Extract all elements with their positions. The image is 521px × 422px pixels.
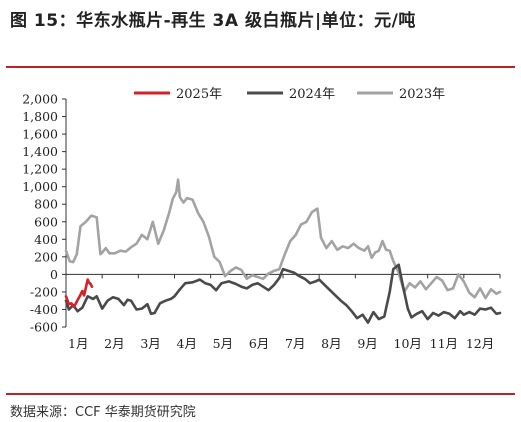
series-group [64, 178, 502, 324]
legend-label: 2024年 [289, 87, 335, 102]
x-tick-label: 9月 [357, 336, 377, 351]
series-line-2023年 [64, 178, 502, 300]
axes-group [62, 98, 501, 328]
x-tick-label: 5月 [213, 336, 233, 351]
x-tick-label: 4月 [177, 336, 197, 351]
legend-label: 2025年 [176, 87, 222, 102]
tick-labels-group: -600 -400 -200 0 200 400 600 800 1,000 1,200 1,400… [22, 92, 494, 352]
y-tick-label: 600 [34, 214, 58, 229]
y-tick-label: 800 [34, 197, 58, 212]
y-tick-label: 1,600 [22, 127, 58, 142]
source-note: 数据来源：CCF 华泰期货研究院 [10, 405, 196, 420]
series-line-2025年 [64, 278, 94, 309]
x-tick-label: 8月 [321, 336, 341, 351]
y-tick-label: 400 [34, 232, 58, 247]
y-tick-label: 1,200 [22, 162, 58, 177]
series-line-2024年 [64, 263, 502, 324]
x-tick-label: 6月 [249, 336, 269, 351]
top-rule [6, 66, 515, 68]
x-tick-label: 12月 [466, 336, 494, 351]
bottom-rule [6, 393, 515, 395]
y-tick-label: 1,800 [22, 109, 58, 124]
figure-title: 图 15：华东水瓶片-再生 3A 级白瓶片|单位：元/吨 [10, 11, 416, 31]
x-tick-label: 3月 [140, 336, 160, 351]
y-tick-label: 0 [50, 267, 58, 282]
y-tick-label: 1,400 [22, 144, 58, 159]
x-tick-label: 11月 [430, 336, 458, 351]
x-tick-label: 7月 [285, 336, 305, 351]
y-tick-label: 1,000 [22, 179, 58, 194]
y-tick-label: -600 [30, 320, 58, 335]
x-tick-label: 2月 [104, 336, 124, 351]
y-tick-label: 200 [34, 249, 58, 264]
x-tick-label: 10月 [394, 336, 422, 351]
y-tick-label: -200 [30, 284, 58, 299]
legend-label: 2023年 [399, 87, 445, 102]
y-tick-label: 2,000 [22, 92, 58, 107]
x-tick-label: 1月 [68, 336, 88, 351]
y-tick-label: -400 [30, 302, 58, 317]
legend: 2025年 2024年 2023年 [134, 87, 445, 102]
